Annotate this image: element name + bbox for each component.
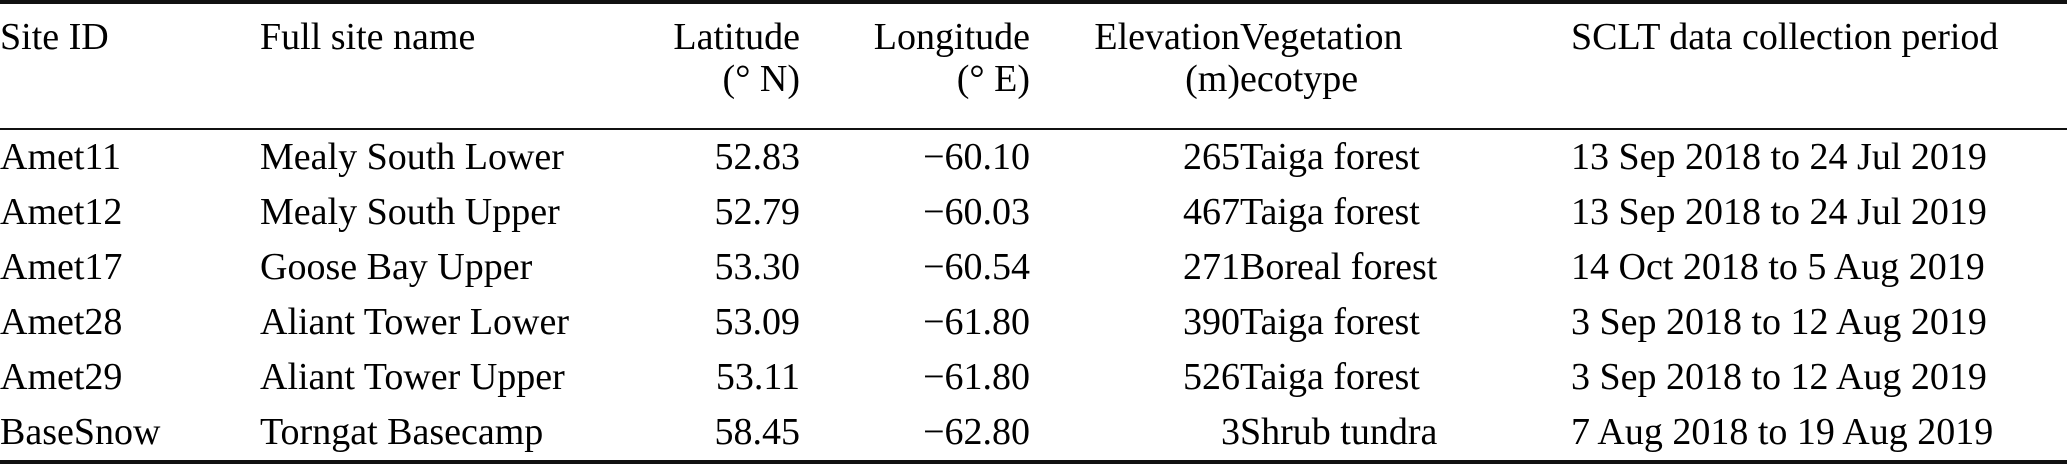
cell-full-site-name: Aliant Tower Upper bbox=[260, 356, 565, 398]
column-header-elevation: Elevation (m) bbox=[1030, 2, 1240, 130]
cell-elevation: 3 bbox=[1221, 411, 1240, 453]
cell-elevation: 526 bbox=[1183, 356, 1240, 398]
table-body: Amet11 Mealy South Lower 52.83 −60.10 26… bbox=[0, 129, 2067, 462]
table-row: Amet29 Aliant Tower Upper 53.11 −61.80 5… bbox=[0, 350, 2067, 405]
cell-site-id: Amet17 bbox=[0, 246, 123, 288]
column-label: Elevation bbox=[1094, 16, 1240, 58]
cell-elevation: 271 bbox=[1183, 246, 1240, 288]
cell-full-site-name: Aliant Tower Lower bbox=[260, 301, 569, 343]
column-header-longitude: Longitude (° E) bbox=[800, 2, 1030, 130]
cell-longitude: −60.54 bbox=[923, 246, 1030, 288]
cell-collection-period: 7 Aug 2018 to 19 Aug 2019 bbox=[1571, 411, 1994, 453]
cell-site-id: Amet28 bbox=[0, 301, 123, 343]
cell-longitude: −61.80 bbox=[923, 356, 1030, 398]
cell-full-site-name: Goose Bay Upper bbox=[260, 246, 533, 288]
column-label: Latitude bbox=[673, 16, 800, 58]
column-label: Vegetation bbox=[1240, 16, 1403, 58]
column-label: Site ID bbox=[0, 16, 109, 58]
cell-collection-period: 13 Sep 2018 to 24 Jul 2019 bbox=[1571, 191, 1987, 233]
cell-elevation: 390 bbox=[1183, 301, 1240, 343]
cell-longitude: −61.80 bbox=[923, 301, 1030, 343]
cell-latitude: 58.45 bbox=[714, 411, 801, 453]
column-header-collection-period: SCLT data collection period bbox=[1571, 2, 2067, 130]
cell-collection-period: 14 Oct 2018 to 5 Aug 2019 bbox=[1571, 246, 1985, 288]
cell-vegetation-ecotype: Taiga forest bbox=[1240, 191, 1420, 233]
cell-elevation: 265 bbox=[1183, 136, 1240, 178]
column-unit: (° E) bbox=[956, 58, 1030, 100]
cell-collection-period: 3 Sep 2018 to 12 Aug 2019 bbox=[1571, 356, 1987, 398]
cell-full-site-name: Mealy South Upper bbox=[260, 191, 560, 233]
cell-longitude: −60.10 bbox=[923, 136, 1030, 178]
column-label: SCLT data collection period bbox=[1571, 16, 1999, 58]
column-header-full-site-name: Full site name bbox=[260, 2, 570, 130]
column-label: Longitude bbox=[873, 16, 1030, 58]
table-header: Site ID Full site name Latitude (° N) Lo… bbox=[0, 2, 2067, 130]
cell-latitude: 52.83 bbox=[714, 136, 801, 178]
cell-collection-period: 3 Sep 2018 to 12 Aug 2019 bbox=[1571, 301, 1987, 343]
column-header-latitude: Latitude (° N) bbox=[570, 2, 800, 130]
column-label: Full site name bbox=[260, 16, 476, 58]
table-row: Amet12 Mealy South Upper 52.79 −60.03 46… bbox=[0, 185, 2067, 240]
cell-latitude: 52.79 bbox=[714, 191, 801, 233]
cell-elevation: 467 bbox=[1183, 191, 1240, 233]
header-row: Site ID Full site name Latitude (° N) Lo… bbox=[0, 2, 2067, 130]
table-row: Amet11 Mealy South Lower 52.83 −60.10 26… bbox=[0, 129, 2067, 185]
table-row: Amet28 Aliant Tower Lower 53.09 −61.80 3… bbox=[0, 295, 2067, 350]
cell-full-site-name: Mealy South Lower bbox=[260, 136, 564, 178]
cell-vegetation-ecotype: Boreal forest bbox=[1240, 246, 1438, 288]
table-row: BaseSnow Torngat Basecamp 58.45 −62.80 3… bbox=[0, 405, 2067, 462]
cell-latitude: 53.09 bbox=[714, 301, 801, 343]
table-row: Amet17 Goose Bay Upper 53.30 −60.54 271 … bbox=[0, 240, 2067, 295]
cell-full-site-name: Torngat Basecamp bbox=[260, 411, 544, 453]
cell-latitude: 53.30 bbox=[714, 246, 801, 288]
cell-site-id: Amet11 bbox=[0, 136, 122, 178]
cell-collection-period: 13 Sep 2018 to 24 Jul 2019 bbox=[1571, 136, 1987, 178]
cell-vegetation-ecotype: Taiga forest bbox=[1240, 301, 1420, 343]
cell-vegetation-ecotype: Taiga forest bbox=[1240, 136, 1420, 178]
cell-site-id: Amet12 bbox=[0, 191, 123, 233]
cell-vegetation-ecotype: Taiga forest bbox=[1240, 356, 1420, 398]
column-unit: ecotype bbox=[1240, 58, 1359, 100]
cell-longitude: −60.03 bbox=[923, 191, 1030, 233]
column-header-site-id: Site ID bbox=[0, 2, 260, 130]
cell-vegetation-ecotype: Shrub tundra bbox=[1240, 411, 1438, 453]
cell-site-id: Amet29 bbox=[0, 356, 123, 398]
cell-longitude: −62.80 bbox=[923, 411, 1030, 453]
cell-latitude: 53.11 bbox=[715, 356, 800, 398]
column-header-vegetation-ecotype: Vegetation ecotype bbox=[1240, 2, 1571, 130]
column-unit: (° N) bbox=[722, 58, 800, 100]
cell-site-id: BaseSnow bbox=[0, 411, 161, 453]
column-unit: (m) bbox=[1185, 58, 1240, 100]
